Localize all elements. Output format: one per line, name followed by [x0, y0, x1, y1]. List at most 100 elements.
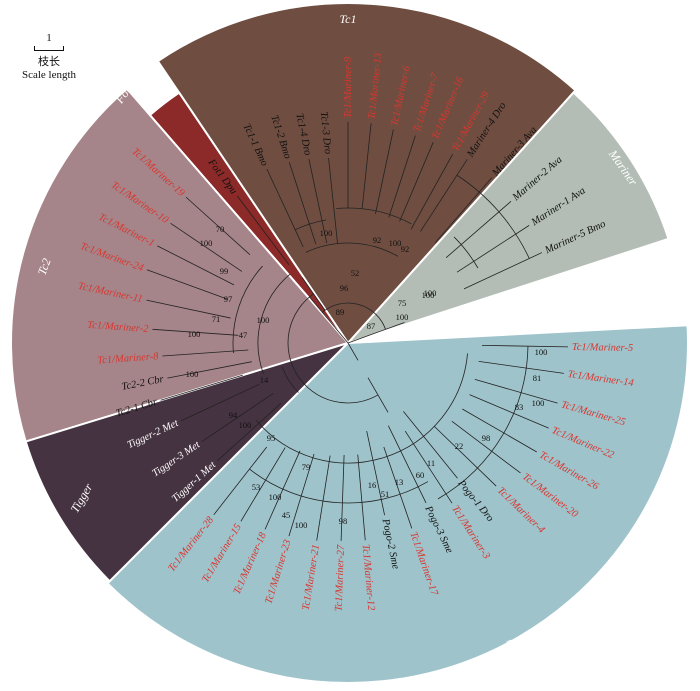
leaf-branch	[469, 394, 549, 429]
internal-branch	[453, 236, 479, 269]
leaf-branch	[399, 142, 434, 222]
leaf-branch	[308, 159, 328, 244]
internal-branch	[301, 277, 326, 311]
leaf-branch	[162, 349, 249, 357]
bootstrap-label: 96	[340, 283, 349, 293]
internal-branch	[367, 377, 389, 413]
bootstrap-label: 98	[339, 516, 348, 526]
bootstrap-label: 92	[401, 244, 410, 254]
leaf-label: Tc1/Mariner-27	[334, 544, 347, 612]
leaf-branch	[340, 454, 345, 541]
leaf-branch	[157, 245, 235, 286]
leaf-branch	[266, 168, 304, 248]
clade-sector-tc1	[156, 2, 577, 345]
bootstrap-label: 89	[336, 307, 345, 317]
bootstrap-label: 100	[320, 228, 333, 238]
internal-branch	[437, 346, 529, 500]
leaf-branch	[170, 223, 243, 272]
clade-sectors	[10, 2, 689, 684]
clade-label-tc2: Tc2	[35, 256, 54, 277]
internal-branch	[281, 366, 299, 393]
bootstrap-label: 79	[302, 462, 311, 472]
leaf-branch	[201, 392, 274, 442]
internal-branch	[249, 468, 429, 504]
leaf-branch	[328, 157, 338, 244]
leaf-branch	[410, 153, 454, 230]
leaf-branch	[445, 200, 512, 259]
bootstrap-labels: 1007587100100921009252968910070100999771…	[186, 224, 548, 530]
leaf-branch	[481, 344, 568, 348]
leaf-label: Tc1/Mariner-2	[87, 320, 150, 335]
bootstrap-label: 100	[269, 492, 282, 502]
bootstrap-label: 100	[422, 290, 435, 300]
bootstrap-label: 100	[188, 329, 201, 339]
clade-label-tc1: Tc1	[340, 12, 357, 26]
bootstrap-label: 95	[267, 433, 276, 443]
bootstrap-label: 83	[515, 402, 524, 412]
leaf-branch	[181, 384, 260, 422]
leaf-label: Tc1/Mariner-9	[343, 56, 354, 118]
leaf-branch	[240, 447, 286, 522]
leaf-branch	[463, 252, 543, 290]
bootstrap-label: 71	[212, 314, 221, 324]
internal-branch	[305, 242, 399, 257]
clade-sector-pogo	[106, 324, 689, 684]
bootstrap-label: 100	[295, 520, 308, 530]
bootstrap-label: 100	[389, 238, 402, 248]
leaf-branch	[236, 195, 290, 265]
leaf-branch	[375, 129, 394, 214]
bootstrap-label: 100	[239, 420, 252, 430]
internal-branch	[366, 322, 405, 337]
clade-sector-tigger	[24, 342, 349, 583]
leaf-branch	[213, 446, 268, 516]
bootstrap-label: 100	[257, 315, 270, 325]
internal-branch	[336, 207, 412, 225]
leaf-branch	[451, 420, 521, 474]
bootstrap-label: 51	[381, 489, 390, 499]
leaf-branch	[264, 450, 301, 530]
scale-label-cn: 枝长	[38, 56, 60, 68]
internal-branch	[322, 302, 386, 330]
bootstrap-label: 13	[395, 477, 404, 487]
clade-sector-tc2	[10, 87, 350, 443]
internal-branch	[347, 335, 367, 344]
bootstrap-label: 53	[252, 482, 261, 492]
bootstrap-label: 87	[367, 321, 376, 331]
scale-value: 1	[46, 32, 52, 44]
leaf-branch	[216, 402, 282, 462]
bootstrap-label: 81	[533, 373, 542, 383]
internal-branch	[255, 353, 468, 464]
leaf-branch	[420, 159, 468, 232]
leaf-branch	[403, 411, 458, 479]
bootstrap-label: 14	[260, 375, 269, 385]
internal-branch	[287, 293, 379, 404]
internal-branch	[257, 273, 291, 374]
leaf-branch	[185, 196, 251, 255]
leaf-branch	[357, 454, 366, 541]
scale-bar: 1 枝长 Scale length	[14, 32, 84, 81]
leaf-label: Tc1/Mariner-8	[97, 351, 160, 366]
leaf-branch	[288, 162, 317, 245]
leaf-branch	[152, 328, 239, 336]
leaf-branch	[462, 408, 537, 453]
bootstrap-label: 100	[532, 398, 545, 408]
tree-branches	[146, 122, 568, 541]
leaf-branch	[160, 374, 243, 401]
bootstrap-label: 22	[455, 441, 464, 451]
leaf-branch	[167, 361, 252, 379]
leaf-branch	[404, 430, 453, 504]
leaf-branch	[316, 455, 331, 541]
leaf-branch	[383, 446, 413, 529]
leaf-branch	[146, 269, 228, 300]
leaf-branch	[387, 425, 427, 504]
bootstrap-label: 94	[229, 410, 238, 420]
bootstrap-label: 97	[224, 294, 233, 304]
bootstrap-label: 60	[416, 470, 425, 480]
bootstrap-label: 16	[368, 480, 377, 490]
leaf-branch	[366, 430, 385, 516]
leaf-label: Tc1/Mariner-5	[572, 342, 633, 354]
leaf-branch	[478, 360, 564, 374]
leaf-branch	[361, 123, 372, 209]
internal-branch	[309, 296, 336, 328]
